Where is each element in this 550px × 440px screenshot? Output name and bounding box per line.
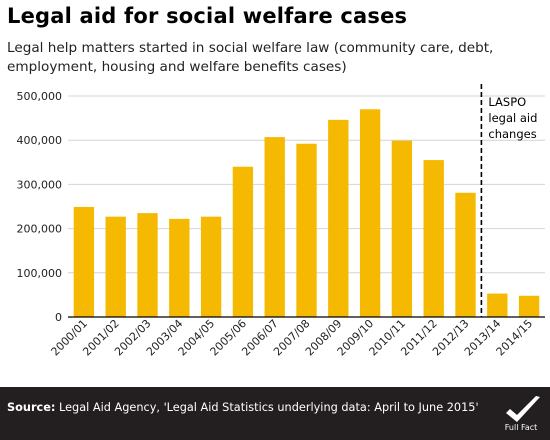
bar (73, 206, 95, 317)
bar-chart: 0100,000200,000300,000400,000500,0002000… (17, 84, 545, 358)
y-tick-label: 500,000 (17, 90, 63, 103)
bar (169, 218, 190, 317)
source-label: Source: (7, 401, 56, 414)
chart-title: Legal aid for social welfare cases (7, 4, 408, 28)
bar (137, 213, 158, 317)
source-text: Legal Aid Agency, 'Legal Aid Statistics … (55, 401, 479, 414)
annotation-label: changes (488, 127, 536, 141)
bar (296, 143, 317, 317)
bar (105, 216, 126, 317)
y-tick-label: 100,000 (17, 267, 63, 280)
annotation-label: legal aid (488, 111, 537, 125)
checkmark-icon (506, 396, 540, 422)
bar (264, 137, 285, 317)
full-fact-logo: Full Fact (498, 393, 544, 435)
y-tick-label: 300,000 (17, 178, 63, 191)
y-tick-label: 200,000 (17, 223, 63, 236)
footer: Source: Legal Aid Agency, 'Legal Aid Sta… (0, 387, 550, 440)
y-tick-label: 0 (55, 311, 62, 324)
bar (423, 160, 444, 317)
bar (518, 295, 540, 317)
y-tick-label: 400,000 (17, 134, 63, 147)
bar (200, 216, 222, 317)
bar (455, 192, 476, 317)
logo-text: Full Fact (504, 423, 538, 432)
bar (232, 166, 254, 317)
bar (487, 293, 508, 317)
bar (359, 109, 381, 317)
bar (391, 140, 413, 317)
bar (328, 119, 349, 317)
annotation-label: LASPO (488, 95, 526, 109)
chart-subtitle: Legal help matters started in social wel… (7, 40, 494, 75)
source-note: Source: Legal Aid Agency, 'Legal Aid Sta… (7, 401, 479, 414)
